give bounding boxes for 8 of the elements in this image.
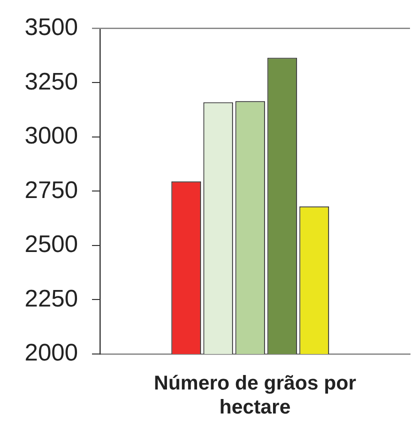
y-tick-label: 2500 [24, 231, 78, 258]
y-tick-label: 3000 [24, 122, 78, 150]
y-tick-label: 2250 [24, 285, 78, 312]
y-tick-label: 3250 [24, 68, 78, 96]
y-tick-label: 3500 [24, 14, 78, 42]
y-tick-label: 2000 [24, 340, 78, 367]
y-tick-label: 2750 [24, 176, 78, 204]
x-axis-title: Número de grãos por hectare [154, 372, 356, 419]
